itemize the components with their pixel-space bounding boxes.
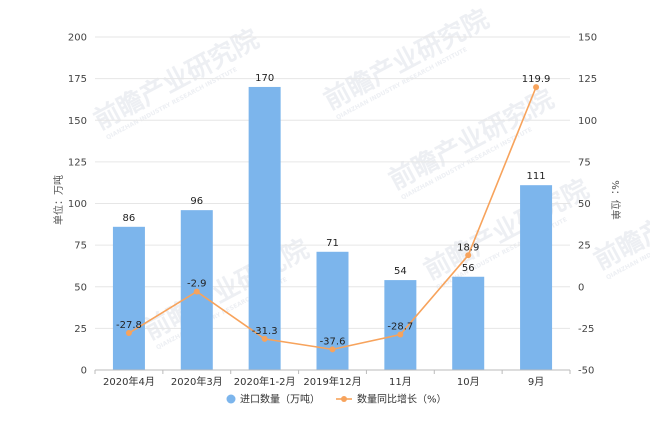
legend-line-label: 数量同比增长（%） xyxy=(357,393,447,406)
x-tick-label: 11月 xyxy=(389,376,412,388)
y2-tick-label: 150 xyxy=(578,33,597,44)
line-point xyxy=(193,288,200,295)
y-tick-label: 25 xyxy=(74,324,87,335)
bar-data-label: 86 xyxy=(123,213,136,224)
x-tick-label: 9月 xyxy=(528,376,544,388)
bar xyxy=(248,86,281,370)
y-axis-title: 单位：万吨 xyxy=(52,175,65,225)
line-data-label: 119.9 xyxy=(522,74,551,85)
x-tick-label: 2019年12月 xyxy=(303,375,361,388)
watermark-text: 前瞻产业研究院 xyxy=(419,173,594,286)
bar xyxy=(384,280,417,370)
line-data-label: -28.7 xyxy=(387,322,413,333)
line-point xyxy=(465,252,472,259)
watermark-text: 前瞻产业研究院 xyxy=(319,3,494,116)
line-data-label: -31.3 xyxy=(252,326,278,337)
y-tick-label: 75 xyxy=(74,241,87,252)
legend: 进口数量（万吨） 数量同比增长（%） xyxy=(226,393,447,406)
x-tick-label: 2020年3月 xyxy=(171,375,223,388)
bar-data-label: 71 xyxy=(326,238,339,249)
y-tick-label: 175 xyxy=(68,74,87,85)
line-data-label: -2.9 xyxy=(187,279,207,290)
bar-data-label: 54 xyxy=(394,266,407,277)
line-data-label: 18.9 xyxy=(457,242,479,253)
line-point xyxy=(261,335,268,342)
x-tick-label: 2020年4月 xyxy=(103,375,155,388)
y-tick-label: 150 xyxy=(68,116,87,127)
axes: 0 -50 25 -25 50 0 75 25 100 50 125 75 150 100 175 125 20… xyxy=(52,33,622,389)
y-tick-label: 125 xyxy=(68,157,87,168)
x-tick-label: 2020年1-2月 xyxy=(234,375,296,388)
y-tick-label: 0 xyxy=(81,366,87,377)
y2-tick-label: 50 xyxy=(578,199,591,210)
y-tick-label: 100 xyxy=(68,199,87,210)
legend-line-marker xyxy=(341,396,347,402)
x-tick-label: 10月 xyxy=(457,376,480,388)
y2-tick-label: 100 xyxy=(578,116,597,127)
bar-data-label: 111 xyxy=(527,171,546,182)
watermark-text: 前瞻产业研究院 xyxy=(139,233,314,346)
y2-tick-label: 75 xyxy=(578,157,591,168)
line-point xyxy=(329,346,336,353)
line-point xyxy=(125,330,132,337)
bar-data-label: 56 xyxy=(462,263,475,274)
bar-data-label: 170 xyxy=(255,73,274,84)
y2-tick-label: -50 xyxy=(578,366,594,377)
line-point xyxy=(397,331,404,338)
legend-bar-swatch xyxy=(226,394,236,404)
bar xyxy=(520,185,553,370)
y2-tick-label: 25 xyxy=(578,241,591,252)
line-series: -27.8 -2.9 -31.3 -37.6 -28.7 18.9 119.9 xyxy=(116,74,551,353)
y2-tick-label: -25 xyxy=(578,324,594,335)
bar xyxy=(452,276,485,370)
line-data-label: -27.8 xyxy=(116,320,142,331)
y-tick-label: 200 xyxy=(68,33,87,44)
y2-axis-title: %：位单 xyxy=(609,180,622,220)
legend-bar-label: 进口数量（万吨） xyxy=(240,393,320,406)
y-tick-label: 50 xyxy=(74,282,87,293)
line-data-label: -37.6 xyxy=(320,336,346,347)
y2-tick-label: 0 xyxy=(578,282,584,293)
bar xyxy=(112,226,145,370)
line-point xyxy=(533,84,540,91)
y2-tick-label: 125 xyxy=(578,74,597,85)
watermark-text: 前瞻产业研究院 xyxy=(89,23,264,136)
bar-data-label: 96 xyxy=(190,196,203,207)
